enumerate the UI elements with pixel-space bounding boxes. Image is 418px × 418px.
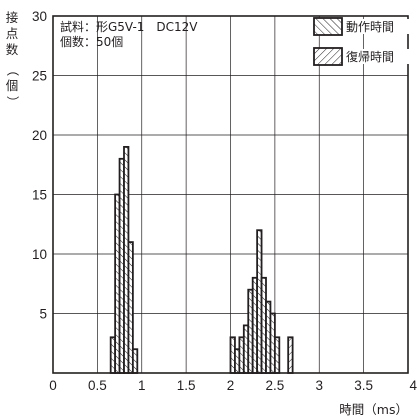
histogram-bar <box>131 348 139 374</box>
y-tick-labels: 5 10 15 20 25 30 <box>32 9 47 322</box>
y-axis-label: 接点数 （個 ） <box>5 10 20 108</box>
x-axis-label: 時間（ms） <box>339 402 408 417</box>
y-tick-label: 20 <box>32 128 47 143</box>
x-tick-label: 4 <box>409 378 417 393</box>
legend-label-bg <box>345 19 409 34</box>
grid-lines <box>53 16 408 373</box>
x-tick-label: 1 <box>138 378 146 393</box>
histogram-bars <box>109 145 294 374</box>
histogram-bar <box>287 336 294 374</box>
y-axis-label-char: ） <box>5 96 20 109</box>
legend-label-bg <box>345 49 409 64</box>
y-tick-label: 10 <box>32 247 47 262</box>
x-tick-label: 0 <box>49 378 57 393</box>
plot-frame <box>52 15 409 374</box>
y-tick-label: 25 <box>32 69 47 84</box>
y-axis-label-char: （ <box>5 64 20 77</box>
y-tick-label: 30 <box>32 9 47 24</box>
y-tick-label: 15 <box>32 188 47 203</box>
y-axis-label-char: 接 <box>6 10 19 25</box>
legend-label: 復帰時間 <box>346 49 394 64</box>
histogram-bar <box>273 336 281 374</box>
legend-swatch <box>313 47 343 66</box>
y-axis-label-char: 点 <box>6 26 19 41</box>
y-tick-label: 5 <box>39 307 47 322</box>
x-tick-label: 3.5 <box>354 378 373 393</box>
y-axis-label-char: 数 <box>6 42 19 57</box>
x-tick-label: 1.5 <box>177 378 196 393</box>
legend-label: 動作時間 <box>346 20 394 34</box>
x-tick-labels: 0 0.5 1 1.5 2 2.5 3 3.5 4 <box>49 378 417 393</box>
x-tick-label: 2.5 <box>265 378 284 393</box>
sample-note: 個数：50個 <box>60 34 123 49</box>
legend-swatch <box>313 17 343 36</box>
y-axis-label-char: 個 <box>6 78 19 93</box>
sample-note: 試料：形G5V-1 DC12V <box>60 19 198 34</box>
x-tick-label: 0.5 <box>88 378 107 393</box>
x-tick-label: 2 <box>227 378 235 393</box>
x-tick-label: 3 <box>315 378 323 393</box>
